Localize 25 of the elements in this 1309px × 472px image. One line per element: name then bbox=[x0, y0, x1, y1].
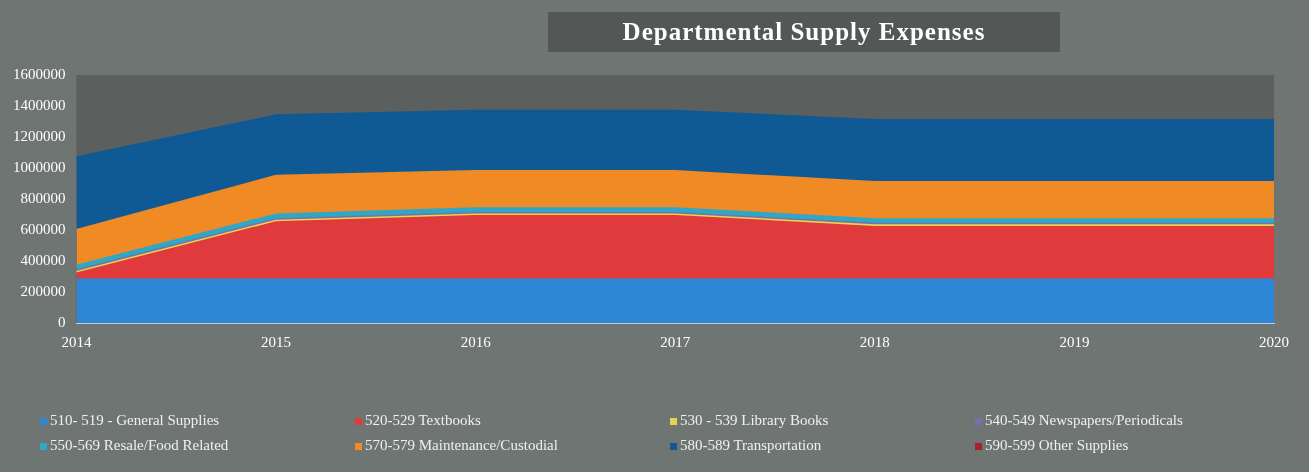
legend-label: 580-589 Transportation bbox=[679, 437, 823, 454]
x-tick-label: 2016 bbox=[460, 333, 492, 350]
x-tick-label: 2020 bbox=[1259, 333, 1289, 350]
legend-label: 510- 519 - General Supplies bbox=[49, 412, 221, 429]
y-tick-label: 400000 bbox=[20, 251, 66, 268]
y-tick-label: 800000 bbox=[20, 189, 66, 206]
x-tick-label: 2017 bbox=[660, 333, 691, 350]
x-tick-label: 2018 bbox=[859, 333, 890, 350]
x-tick-label: 2019 bbox=[1059, 333, 1090, 350]
y-tick-label: 200000 bbox=[20, 282, 66, 299]
y-tick-label: 1600000 bbox=[13, 65, 66, 82]
legend-label: 530 - 539 Library Books bbox=[679, 412, 830, 429]
x-tick-label: 2015 bbox=[261, 333, 292, 350]
chart-title: Departmental Supply Expenses bbox=[548, 12, 1060, 52]
legend-label: 550-569 Resale/Food Related bbox=[49, 437, 230, 454]
legend-label: 520-529 Textbooks bbox=[364, 412, 482, 429]
legend-label: 540-549 Newspapers/Periodicals bbox=[984, 412, 1184, 429]
legend-label: 590-599 Other Supplies bbox=[984, 437, 1130, 454]
y-tick-label: 600000 bbox=[20, 220, 66, 237]
legend-label: 570-579 Maintenance/Custodial bbox=[364, 437, 559, 454]
x-tick-label: 2014 bbox=[61, 333, 92, 350]
y-tick-label: 0 bbox=[58, 313, 66, 330]
y-tick-label: 1400000 bbox=[13, 96, 66, 113]
y-tick-label: 1200000 bbox=[13, 127, 66, 144]
y-tick-label: 1000000 bbox=[13, 158, 66, 175]
